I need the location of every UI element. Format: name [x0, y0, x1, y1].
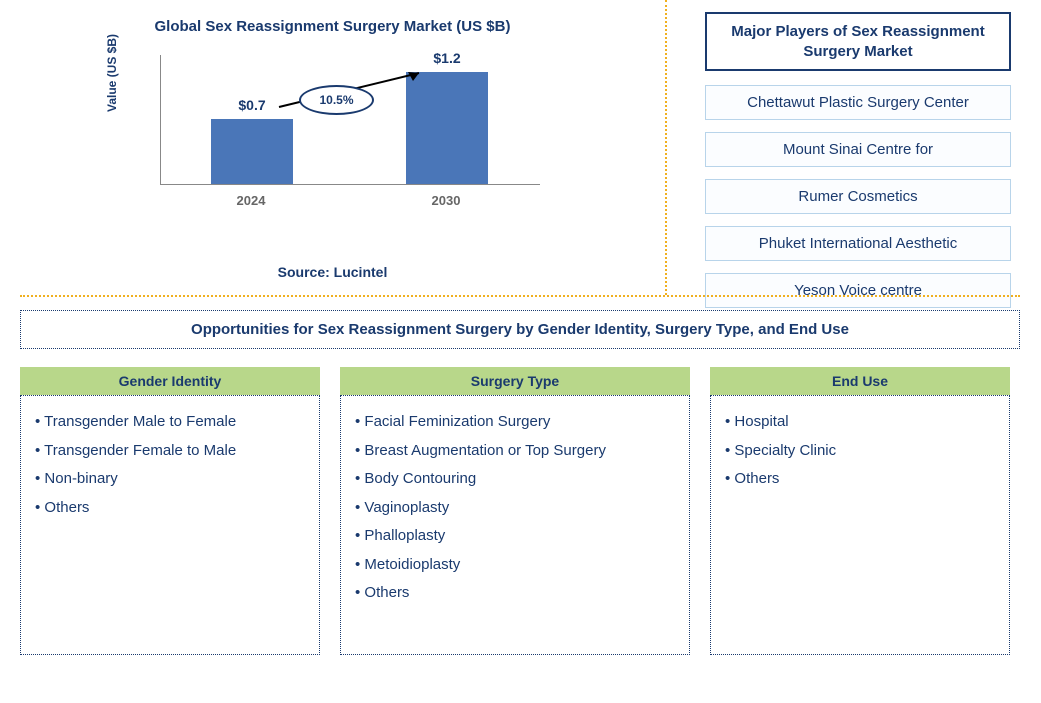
column-header: Gender Identity — [20, 367, 320, 395]
list-item: Transgender Male to Female — [35, 408, 305, 437]
player-item: Rumer Cosmetics — [705, 179, 1011, 214]
column-body: Facial Feminization Surgery Breast Augme… — [340, 395, 690, 655]
plot-area: $0.7 $1.2 10.5% — [160, 55, 540, 185]
column-body: Transgender Male to Female Transgender F… — [20, 395, 320, 655]
list-item: Phalloplasty — [355, 522, 675, 551]
bar-label-2030: $1.2 — [406, 50, 488, 66]
horizontal-divider — [20, 295, 1020, 297]
list-item: Non-binary — [35, 465, 305, 494]
y-axis-label: Value (US $B) — [105, 34, 119, 112]
column-gender-identity: Gender Identity Transgender Male to Fema… — [20, 367, 320, 655]
player-item: Mount Sinai Centre for — [705, 132, 1011, 167]
bar-chart: Value (US $B) $0.7 $1.2 10.5% 2024 2030 — [160, 55, 540, 215]
opportunities-title: Opportunities for Sex Reassignment Surge… — [20, 310, 1020, 349]
players-title: Major Players of Sex Reassignment Surger… — [705, 12, 1011, 71]
column-header: End Use — [710, 367, 1010, 395]
top-section: Global Sex Reassignment Surgery Market (… — [0, 0, 1041, 290]
x-tick-2024: 2024 — [210, 193, 292, 208]
column-end-use: End Use Hospital Specialty Clinic Others — [710, 367, 1010, 655]
list-item: Breast Augmentation or Top Surgery — [355, 437, 675, 466]
list-item: Facial Feminization Surgery — [355, 408, 675, 437]
list-item: Vaginoplasty — [355, 494, 675, 523]
bar-2024 — [211, 119, 293, 184]
player-item: Phuket International Aesthetic — [705, 226, 1011, 261]
player-item: Yeson Voice centre — [705, 273, 1011, 308]
growth-rate-value: 10.5% — [319, 93, 353, 107]
growth-rate-oval: 10.5% — [299, 85, 374, 115]
list-item: Transgender Female to Male — [35, 437, 305, 466]
vertical-divider — [665, 0, 667, 295]
list-item: Others — [35, 494, 305, 523]
player-item: Chettawut Plastic Surgery Center — [705, 85, 1011, 120]
list-item: Others — [355, 579, 675, 608]
list-item: Others — [725, 465, 995, 494]
x-tick-2030: 2030 — [405, 193, 487, 208]
source-label: Source: Lucintel — [0, 264, 665, 280]
column-surgery-type: Surgery Type Facial Feminization Surgery… — [340, 367, 690, 655]
list-item: Hospital — [725, 408, 995, 437]
list-item: Metoidioplasty — [355, 551, 675, 580]
list-item: Body Contouring — [355, 465, 675, 494]
chart-area: Global Sex Reassignment Surgery Market (… — [0, 0, 665, 290]
list-item: Specialty Clinic — [725, 437, 995, 466]
column-body: Hospital Specialty Clinic Others — [710, 395, 1010, 655]
column-header: Surgery Type — [340, 367, 690, 395]
opportunities-section: Opportunities for Sex Reassignment Surge… — [20, 310, 1020, 655]
chart-title: Global Sex Reassignment Surgery Market (… — [20, 18, 645, 35]
major-players-panel: Major Players of Sex Reassignment Surger… — [665, 0, 1041, 290]
opportunity-columns: Gender Identity Transgender Male to Fema… — [20, 367, 1020, 655]
